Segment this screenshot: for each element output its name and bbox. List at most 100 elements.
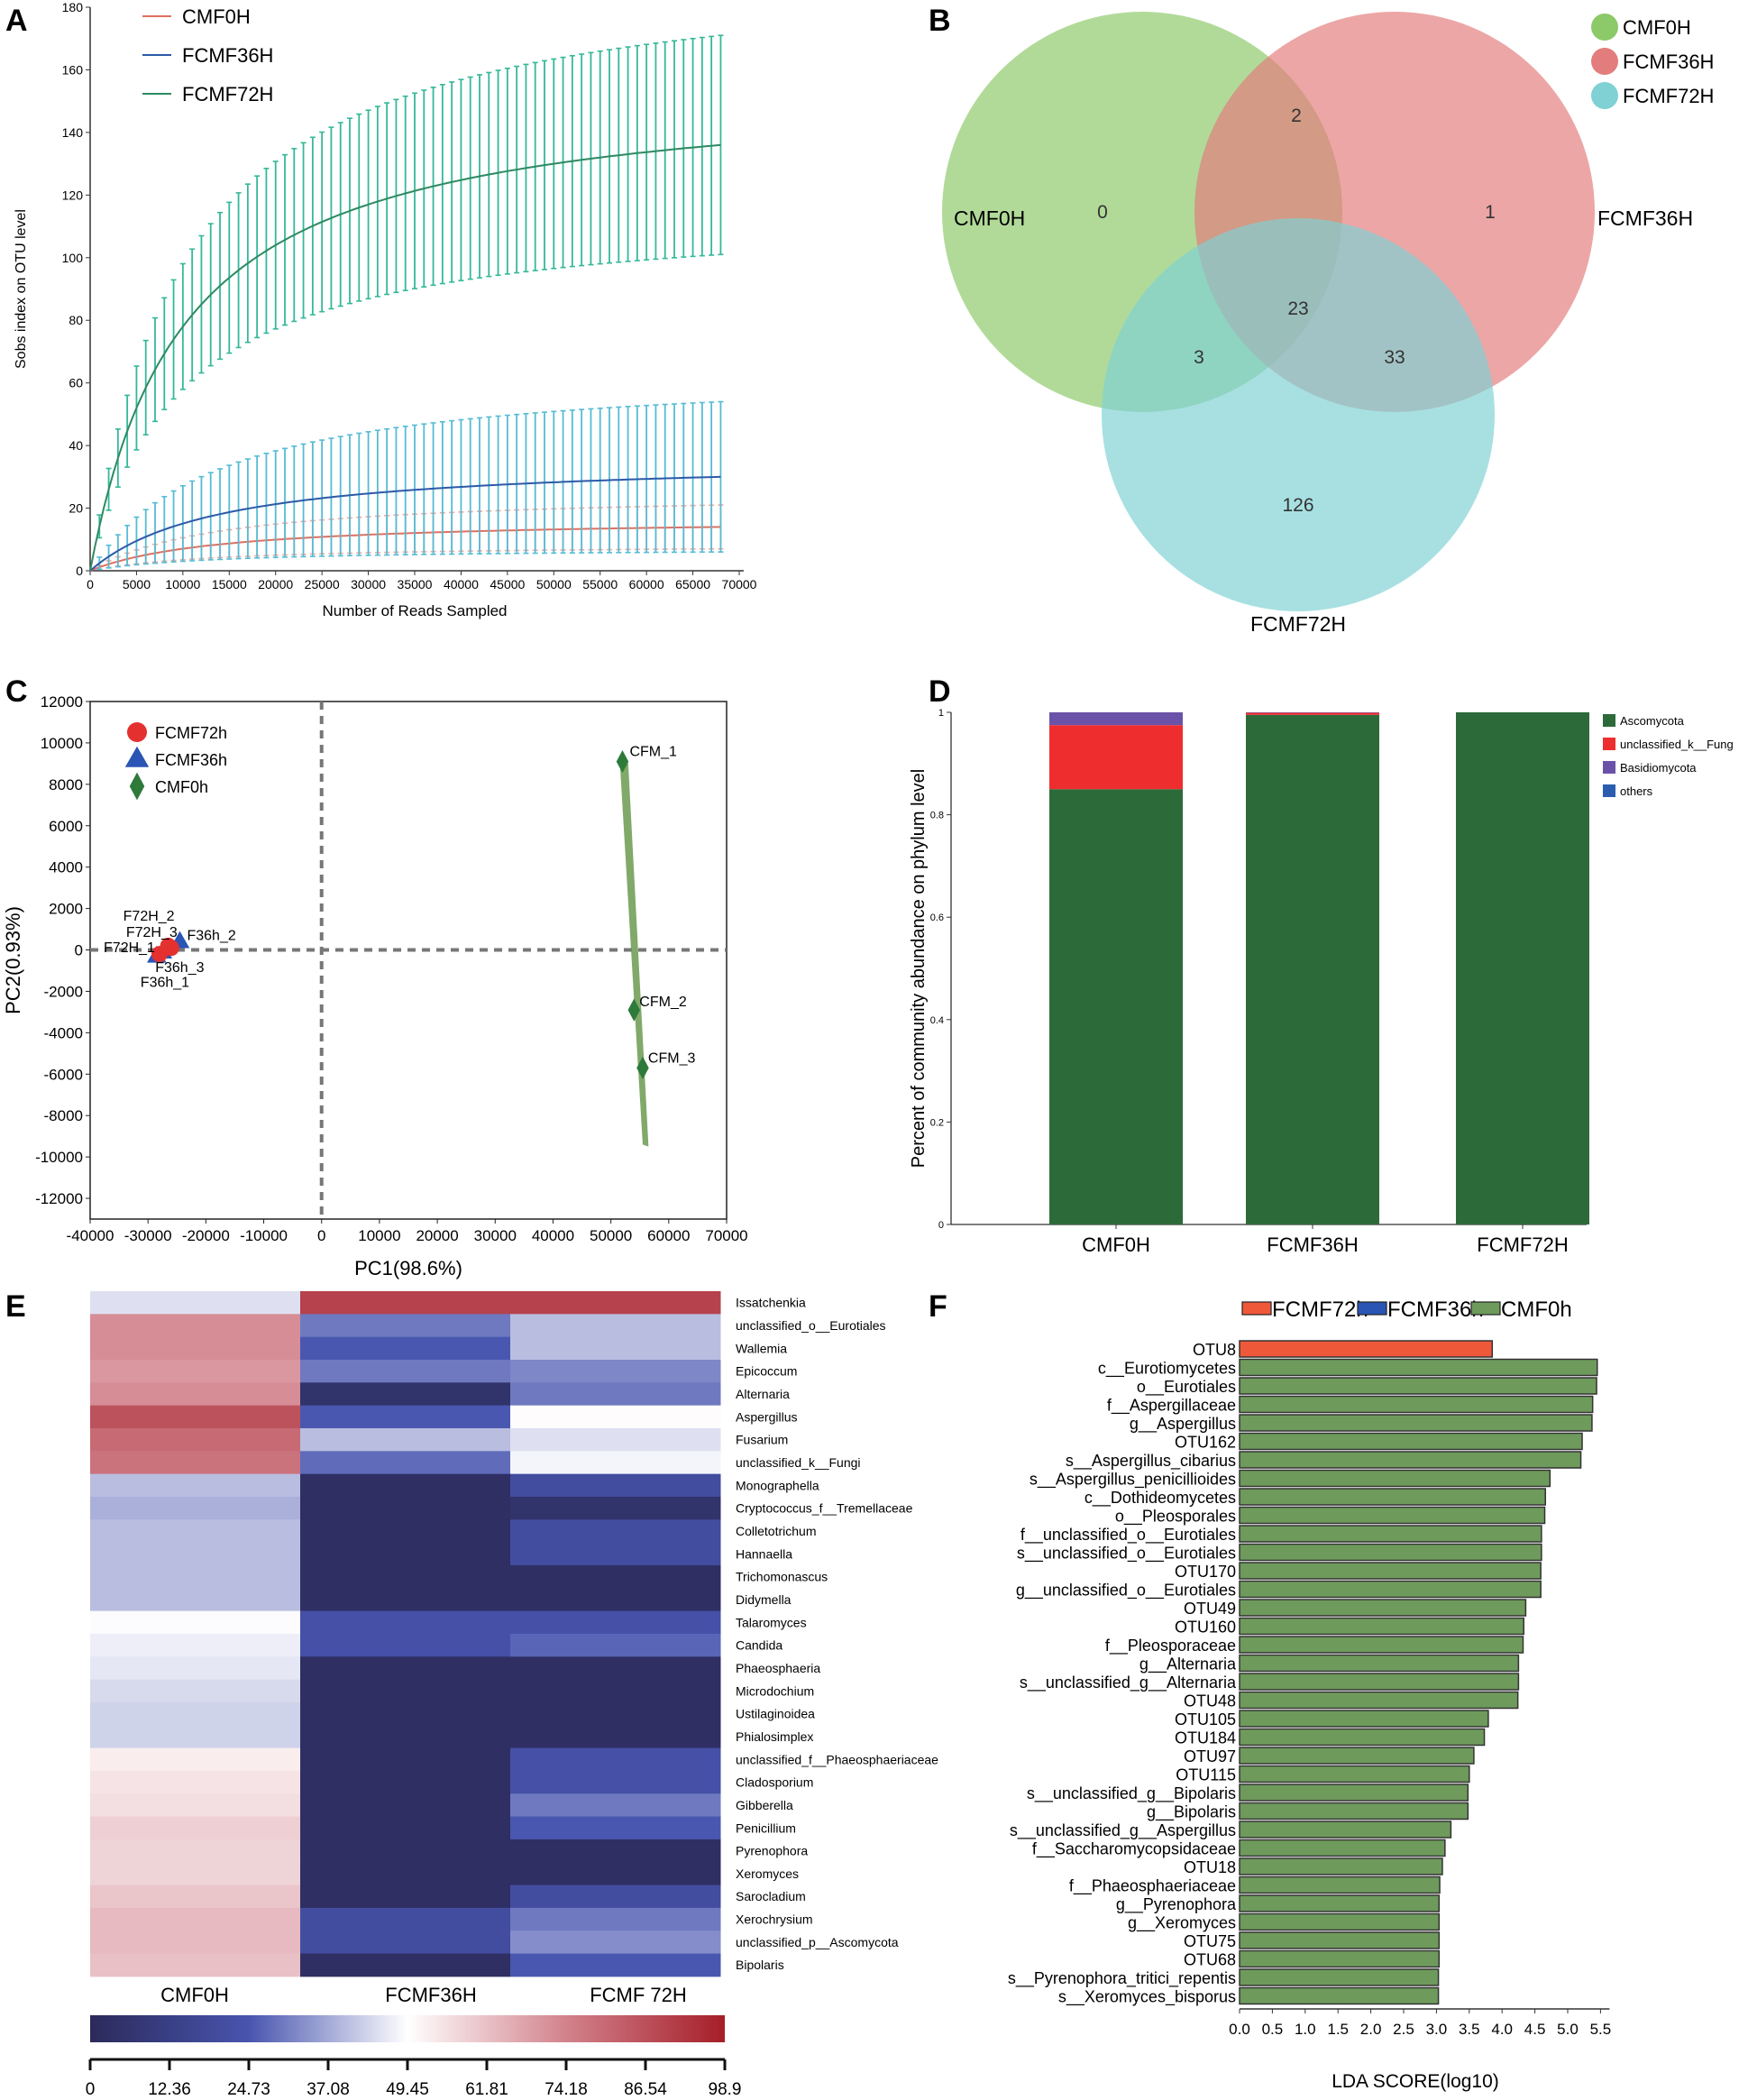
point-label-f72h-1: F72H_1: [104, 940, 155, 956]
lda-bar-otu184: [1239, 1728, 1486, 1747]
lda-bar-otu97: [1239, 1747, 1475, 1765]
y-tick-label: 0.4: [930, 1015, 944, 1026]
lda-bar-label-otu48: OTU48: [1184, 1692, 1236, 1710]
y-tick-label: 160: [62, 62, 84, 77]
heatmap-cell-alternaria-3: [510, 1382, 721, 1407]
heatmap-cell-issatchenkia-1: [90, 1291, 301, 1315]
legend-swatch-ascomycota: [1603, 714, 1615, 727]
legend-swatch-fcmf72h: [1241, 1301, 1272, 1316]
x-tick-label: 3.0: [1426, 2021, 1448, 2038]
x-tick-label: 5.5: [1590, 2021, 1612, 2038]
y-tick-label: 0: [75, 942, 83, 959]
lda-bar-label-s-unclassified-g-aspergillus: s__unclassified_g__Aspergillus: [1010, 1821, 1236, 1840]
y-tick-label: 6000: [49, 818, 83, 835]
legend-label-fcmf36h: FCMF36h: [1387, 1298, 1484, 1322]
y-tick-label: 0.8: [930, 811, 944, 821]
lda-bar-label-otu160: OTU160: [1175, 1619, 1236, 1637]
heatmap-cell-xerochrysium-2: [300, 1907, 511, 1931]
heatmap-cell-sarocladium-1: [90, 1884, 301, 1909]
heatmap-cell-phialosimplex-1: [90, 1725, 301, 1749]
x-tick-label: 35000: [398, 577, 433, 591]
heatmap-cell-trichomonascus-2: [300, 1564, 511, 1589]
bar-cmf0h-basidiomycota: [1049, 712, 1183, 726]
heatmap-cell-talaromyces-3: [510, 1610, 721, 1635]
lda-bar-f-aspergillaceae: [1239, 1395, 1594, 1414]
heatmap-row-label-talaromyces: Talaromyces: [736, 1615, 807, 1629]
lda-bar-otu170: [1239, 1562, 1542, 1580]
heatmap-cell-monographella-1: [90, 1473, 301, 1498]
y-tick-label: 20: [69, 501, 83, 516]
y-tick-label: 8000: [49, 776, 83, 793]
x-tick-label: 0.5: [1262, 2021, 1284, 2038]
bar-fcmf72h-ascomycota: [1456, 712, 1589, 1224]
heatmap-cell-aspergillus-2: [300, 1405, 511, 1429]
x-axis-title: LDA SCORE(log10): [1332, 2071, 1499, 2092]
legend-swatch-basidiomycota: [1603, 761, 1615, 774]
lda-bar-label-otu184: OTU184: [1175, 1729, 1236, 1747]
heatmap-cell-aspergillus-1: [90, 1405, 301, 1429]
heatmap-row-label-phaeosphaeria: Phaeosphaeria: [736, 1661, 820, 1675]
heatmap-row-label-unclassified-f-phaeosphaeriaceae: unclassified_f__Phaeosphaeriaceae: [736, 1752, 938, 1766]
lda-bar-otu162: [1239, 1432, 1583, 1451]
y-tick-label: 60: [69, 376, 83, 390]
venn-region-count-fcmf36h-fcmf72h: 33: [1384, 347, 1405, 368]
lda-bar-label-otu170: OTU170: [1175, 1563, 1236, 1581]
venn-region-count-cmf0h-fcmf72h: 3: [1194, 347, 1204, 368]
point-label-cfm-3: CFM_3: [648, 1050, 696, 1066]
heatmap-cell-talaromyces-1: [90, 1610, 301, 1635]
x-tick-label: 40000: [532, 1227, 574, 1244]
heatmap-cell-didymella-1: [90, 1588, 301, 1612]
x-tick-label: 15000: [212, 577, 247, 591]
heatmap-row-label-unclassified-k-fungi: unclassified_k__Fungi: [736, 1455, 861, 1470]
lda-bar-o-eurotiales: [1239, 1377, 1597, 1395]
heatmap-cell-fusarium-3: [510, 1427, 721, 1452]
venn-set-label-fcmf36h: FCMF36H: [1597, 206, 1693, 230]
legend-label-cmf0h: CMF0h: [1501, 1298, 1572, 1322]
bar-fcmf36h-unclassified-k-fung: [1246, 712, 1379, 715]
legend-label-cmf0h: CMF0H: [1623, 16, 1691, 39]
lda-bar-g-alternaria: [1239, 1654, 1520, 1673]
lda-bar-label-g-bipolaris: g__Bipolaris: [1147, 1803, 1236, 1822]
lda-bar-f-saccharomycopsidaceae: [1239, 1839, 1446, 1857]
heatmap-cell-alternaria-2: [300, 1382, 511, 1407]
x-tick-label: 0: [87, 577, 94, 591]
y-axis-title: Sobs index on OTU level: [14, 209, 29, 369]
lda-bar-g-pyrenophora: [1239, 1894, 1441, 1912]
point-cfm-1: [616, 749, 629, 774]
lda-bar-otu115: [1239, 1765, 1470, 1784]
heatmap-column-label-fcmf-72h: FCMF 72H: [590, 1984, 687, 2006]
colorbar: [90, 2015, 725, 2042]
heatmap-cell-pyrenophora-2: [300, 1839, 511, 1863]
heatmap-cell-bipolaris-2: [300, 1953, 511, 1977]
lda-bar-label-c-eurotiomycetes: c__Eurotiomycetes: [1098, 1360, 1236, 1379]
legend-label-fcmf72h: FCMF72H: [182, 83, 273, 105]
heatmap-cell-cryptococcus-f-tremellaceae-2: [300, 1496, 511, 1520]
x-tick-label: 4.0: [1491, 2021, 1513, 2038]
legend-swatch-others: [1603, 784, 1615, 797]
lda-bar-label-s-unclassified-o-eurotiales: s__unclassified_o__Eurotiales: [1017, 1545, 1236, 1564]
heatmap-row-label-wallemia: Wallemia: [736, 1341, 787, 1355]
y-tick-label: -8000: [44, 1107, 83, 1124]
x-tick-label: 25000: [305, 577, 340, 591]
heatmap-cell-phialosimplex-3: [510, 1725, 721, 1749]
venn-region-count-all: 23: [1287, 298, 1308, 319]
heatmap-row-label-cladosporium: Cladosporium: [736, 1775, 813, 1790]
legend-swatch-fcmf36h: [1357, 1301, 1387, 1316]
venn-region-count-cmf0h-fcmf36h: 2: [1291, 105, 1302, 126]
heatmap-cell-monographella-2: [300, 1473, 511, 1498]
y-tick-label: -2000: [44, 983, 83, 1000]
heatmap-cell-gibberella-1: [90, 1793, 301, 1818]
heatmap-row-label-penicillium: Penicillium: [736, 1820, 796, 1835]
heatmap-row-label-monographella: Monographella: [736, 1478, 819, 1492]
colorbar-tick-label: 37.08: [307, 2080, 350, 2099]
heatmap-cell-epicoccum-2: [300, 1359, 511, 1383]
lda-bar-label-otu162: OTU162: [1175, 1434, 1236, 1452]
lda-bar-otu49: [1239, 1599, 1527, 1617]
lda-bar-label-f-pleosporaceae: f__Pleosporaceae: [1105, 1637, 1236, 1655]
legend-label-fcmf36h: FCMF36H: [1623, 50, 1714, 73]
heatmap-cell-candida-2: [300, 1633, 511, 1657]
heatmap-cell-trichomonascus-1: [90, 1564, 301, 1589]
lda-bar-f-unclassified-o-eurotiales: [1239, 1525, 1542, 1543]
lda-bar-label-f-phaeosphaeriaceae: f__Phaeosphaeriaceae: [1069, 1877, 1236, 1896]
